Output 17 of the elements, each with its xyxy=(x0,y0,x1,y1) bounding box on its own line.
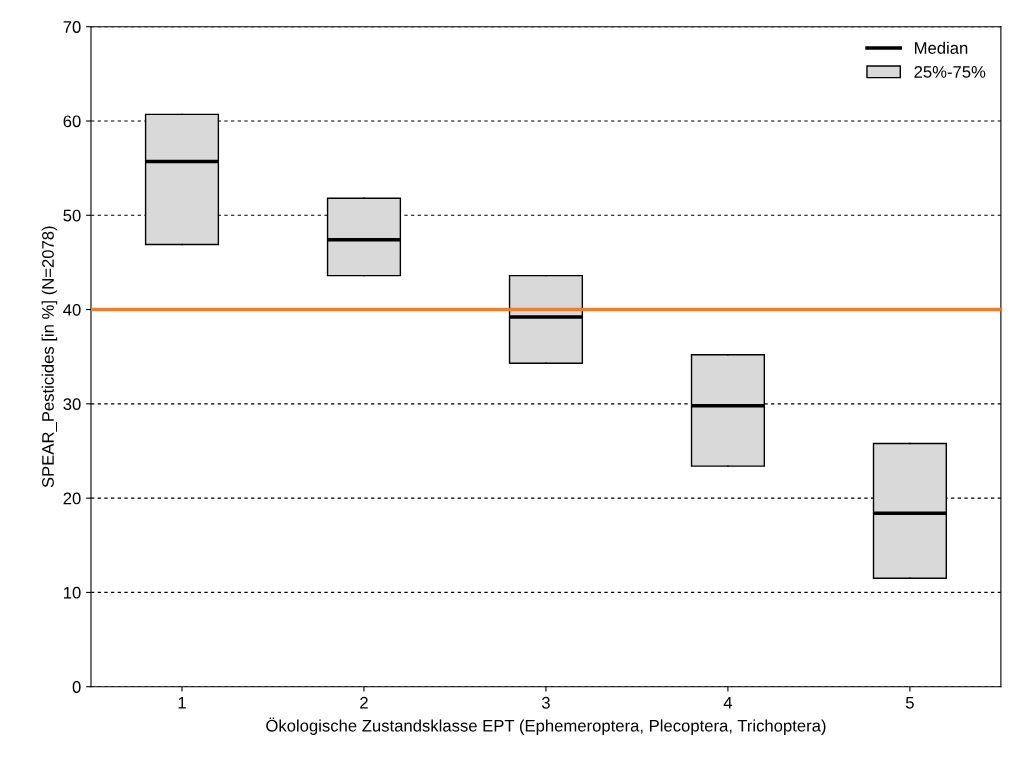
y-axis-title: SPEAR_Pesticides [in %] (N=2078) xyxy=(41,226,58,488)
y-tick-label: 40 xyxy=(63,303,81,316)
x-tick-label: 2 xyxy=(360,696,368,709)
x-tick-label: 1 xyxy=(178,697,186,709)
y-tick-label: 20 xyxy=(63,492,81,505)
legend-label: 25%-75% xyxy=(914,66,986,78)
x-axis-title: Ökologische Zustandsklasse EPT (Ephemeroptera, Plecoptera, Trichoptera) xyxy=(266,717,826,735)
y-tick-label: 60 xyxy=(63,115,81,128)
x-tick-label: 4 xyxy=(723,697,733,709)
annotation: Median xyxy=(914,41,968,54)
y-tick-label: 0 xyxy=(72,681,81,693)
y-tick-label: 70 xyxy=(63,21,81,33)
x-tick-label: 3 xyxy=(541,696,550,709)
x-tick-label: 5 xyxy=(905,697,914,709)
y-tick-label: 10 xyxy=(64,586,81,599)
y-tick-label: 50 xyxy=(63,209,81,222)
y-tick-label: 30 xyxy=(63,398,81,411)
